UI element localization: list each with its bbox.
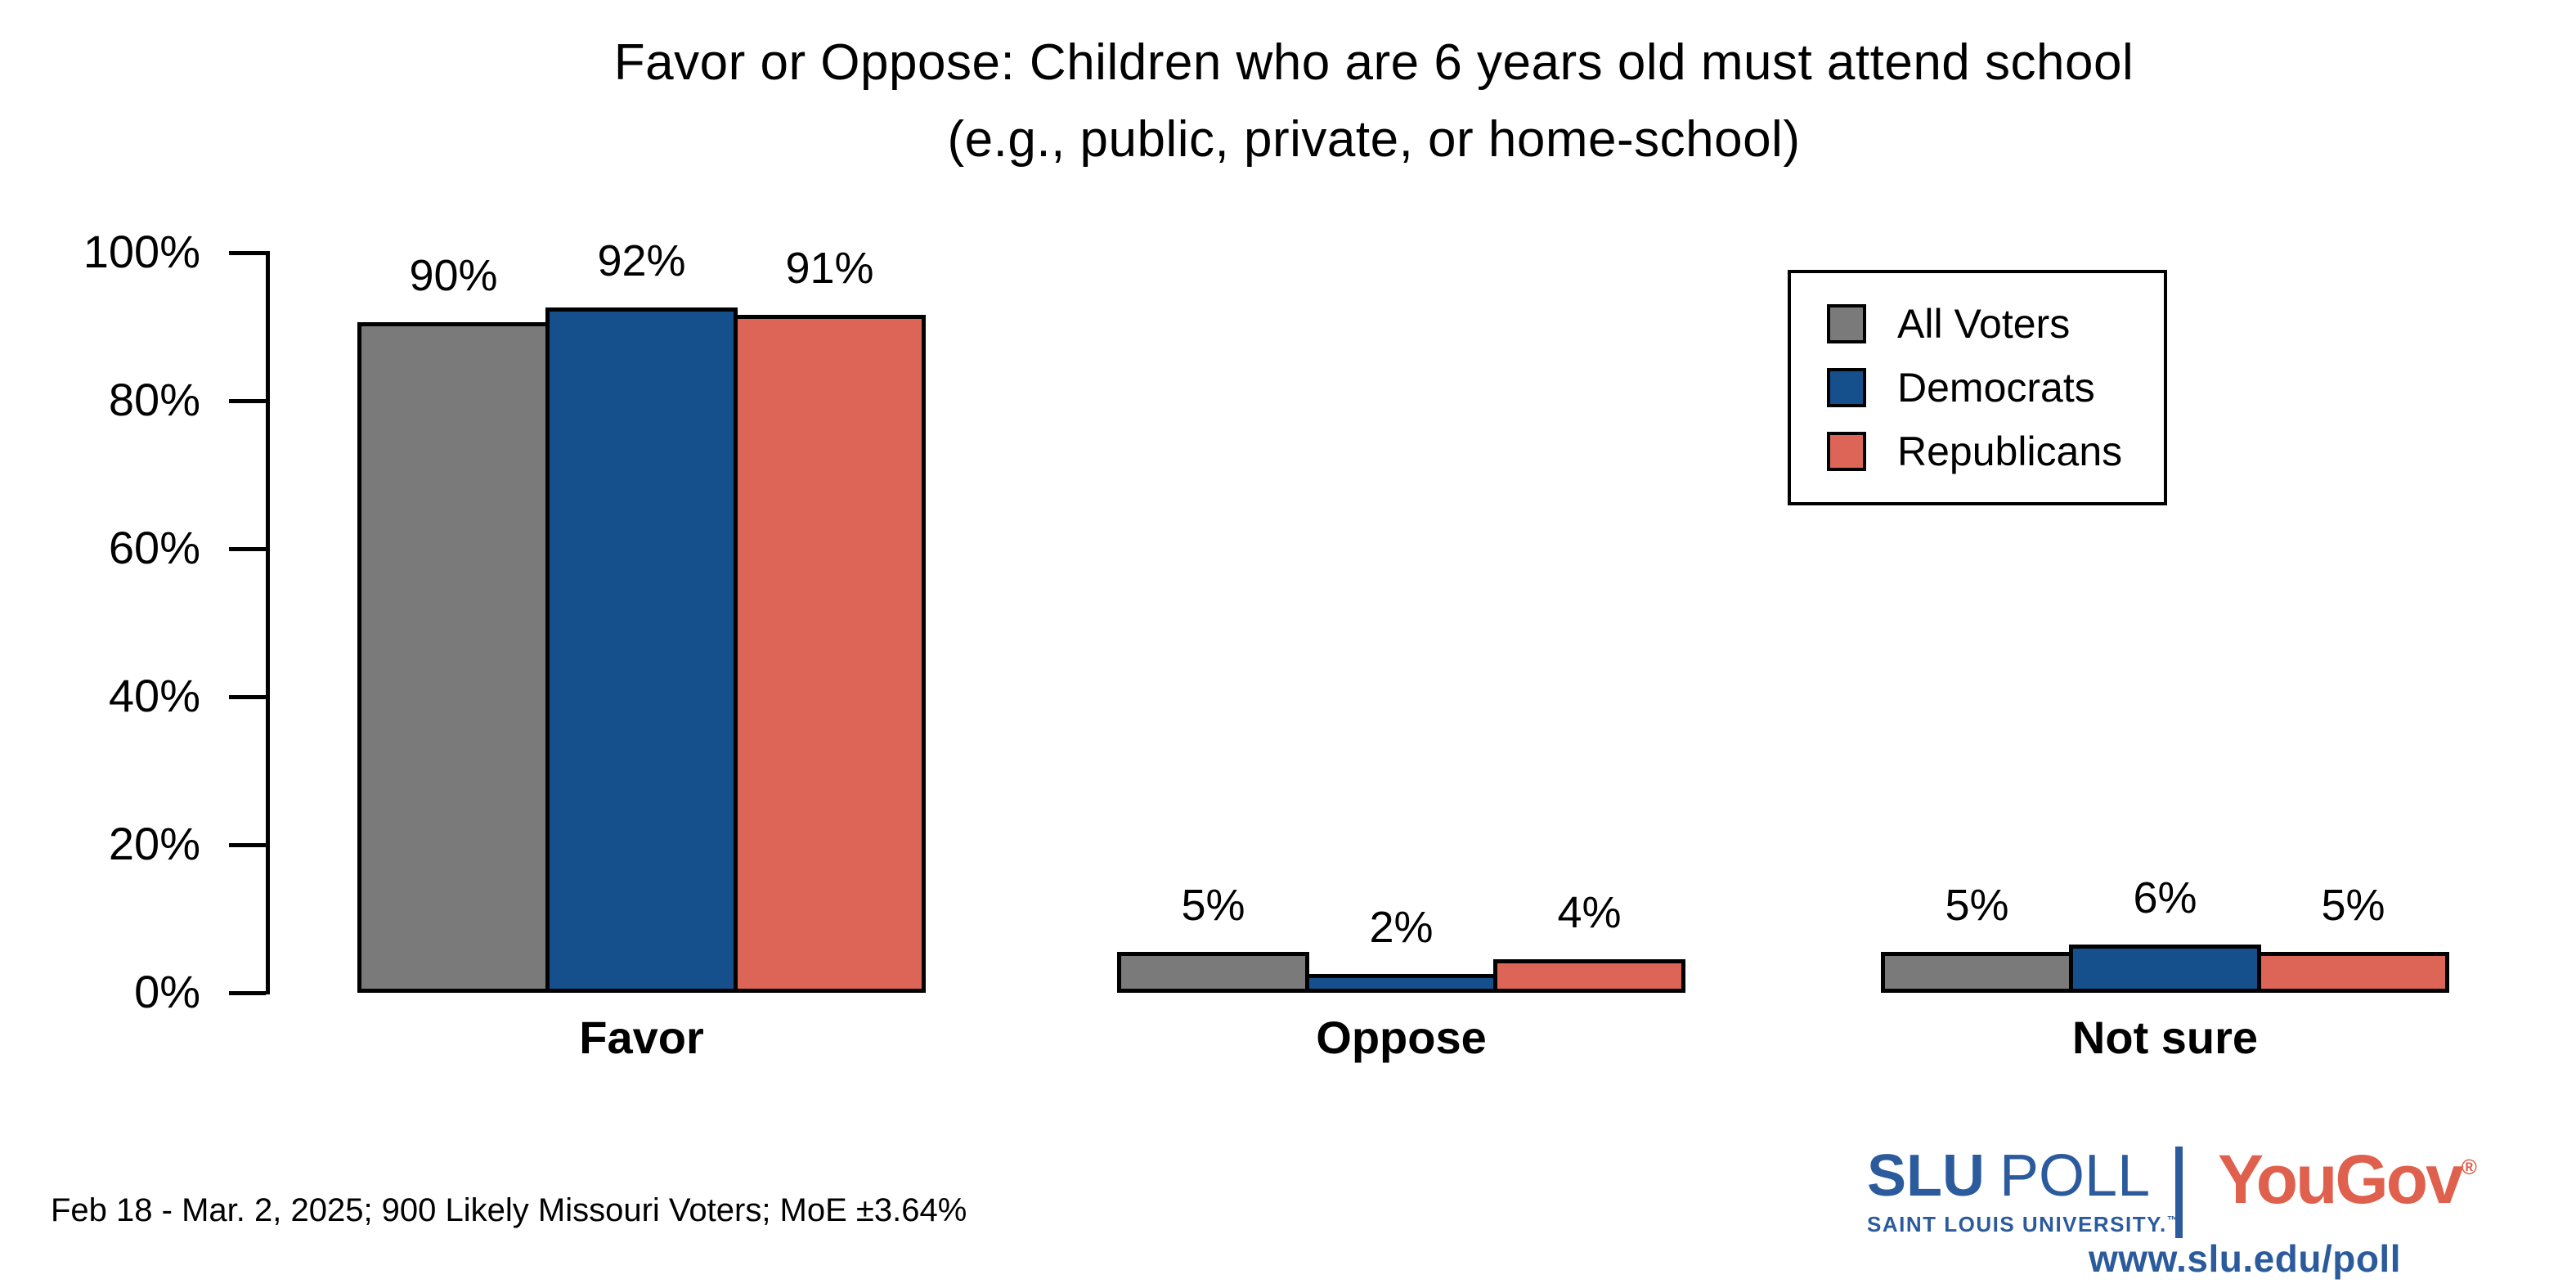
y-tick-label: 0% (134, 966, 200, 1017)
bar-all-voters-favor (357, 322, 550, 993)
legend: All Voters Democrats Republicans (1788, 270, 2167, 505)
legend-item: Republicans (1827, 428, 2164, 475)
bar-value-label: 5% (1181, 881, 1245, 930)
slu-university-subtitle: SAINT LOUIS UNIVERSITY.™ (1867, 1214, 2179, 1235)
y-tick (229, 399, 266, 403)
y-tick-label: 60% (108, 522, 200, 573)
bar-all-voters-oppose (1117, 952, 1309, 993)
yougov-logo: YouGov® (2218, 1145, 2477, 1214)
bar-value-label: 5% (2321, 881, 2385, 930)
y-tick (229, 695, 266, 699)
bar-democrats-oppose (1305, 974, 1497, 993)
chart-title-line1: Favor or Oppose: Children who are 6 year… (613, 34, 2134, 91)
legend-item: Democrats (1827, 364, 2164, 411)
y-tick (229, 251, 266, 255)
slu-poll-url: www.slu.edu/poll (2089, 1237, 2401, 1280)
y-tick (229, 843, 266, 847)
bar-value-label: 4% (1557, 888, 1622, 937)
category-label-not-sure: Not sure (2071, 1012, 2259, 1063)
legend-label: All Voters (1897, 301, 2071, 347)
yougov-wordmark: YouGov (2218, 1141, 2464, 1218)
brand-divider-bar (2175, 1147, 2183, 1238)
bar-republicans-oppose (1493, 959, 1685, 993)
y-tick (229, 991, 266, 995)
legend-item: All Voters (1827, 300, 2164, 348)
bar-democrats-favor (545, 307, 738, 993)
slu-poll-wordmark: SLU POLL (1867, 1147, 2179, 1205)
y-tick-label: 80% (108, 374, 200, 425)
bar-republicans-favor (734, 315, 926, 993)
trademark-symbol: ™ (2166, 1213, 2180, 1227)
chart-title-line2: (e.g., public, private, or home-school) (947, 111, 1801, 168)
y-tick-label: 40% (108, 670, 200, 721)
slu-wordmark-light: POLL (1999, 1143, 2151, 1209)
bar-value-label: 90% (409, 251, 498, 300)
y-tick-label: 100% (83, 226, 200, 277)
category-label-favor: Favor (579, 1012, 704, 1063)
bar-republicans-not-sure (2257, 952, 2449, 993)
category-label-oppose: Oppose (1316, 1012, 1487, 1063)
legend-swatch (1827, 432, 1866, 471)
y-axis-line (266, 251, 270, 994)
legend-swatch (1827, 368, 1866, 407)
bar-value-label: 91% (785, 244, 874, 293)
slu-wordmark-strong: SLU (1867, 1143, 1985, 1209)
y-tick-label: 20% (108, 818, 200, 869)
y-tick (229, 547, 266, 551)
legend-swatch (1827, 304, 1866, 343)
registered-symbol: ® (2461, 1155, 2477, 1179)
bar-all-voters-not-sure (1881, 952, 2073, 993)
source-note: Feb 18 - Mar. 2, 2025; 900 Likely Missou… (51, 1192, 967, 1228)
bar-value-label: 2% (1369, 903, 1434, 952)
bar-value-label: 5% (1945, 881, 2009, 930)
legend-label: Republicans (1897, 429, 2123, 474)
legend-label: Democrats (1897, 365, 2095, 411)
bar-value-label: 6% (2133, 873, 2197, 922)
bar-democrats-not-sure (2069, 945, 2261, 993)
bar-value-label: 92% (597, 236, 686, 285)
slu-subtitle-text: SAINT LOUIS UNIVERSITY. (1867, 1212, 2167, 1236)
slu-poll-logo: SLU POLL SAINT LOUIS UNIVERSITY.™ (1867, 1147, 2179, 1235)
chart-title: Favor or Oppose: Children who are 6 year… (245, 25, 2502, 178)
